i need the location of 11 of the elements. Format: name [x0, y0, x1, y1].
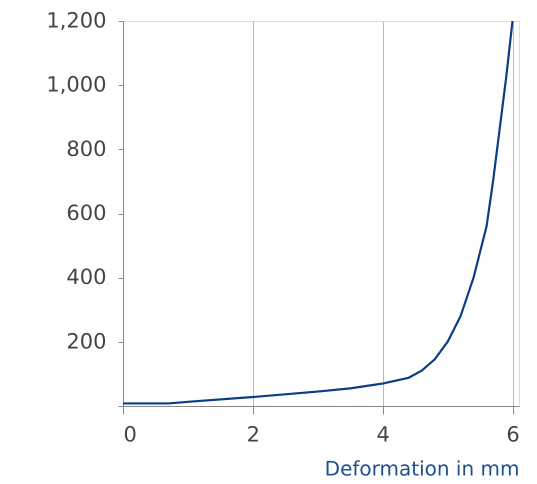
x-tick-label: 0 [124, 422, 137, 446]
y-tick-label: 600 [66, 201, 106, 225]
x-tick-label: 6 [506, 422, 520, 446]
x-axis-title: Deformation in mm [324, 456, 520, 480]
y-tick-label: 1,200 [46, 8, 106, 32]
x-tick-label: 4 [376, 422, 390, 446]
y-tick-label: 400 [66, 265, 106, 290]
x-tick-label: 2 [246, 422, 260, 446]
y-tick-label: 800 [66, 136, 106, 161]
y-tick-label: 200 [66, 329, 106, 354]
y-tick-label: 1,000 [46, 72, 106, 97]
